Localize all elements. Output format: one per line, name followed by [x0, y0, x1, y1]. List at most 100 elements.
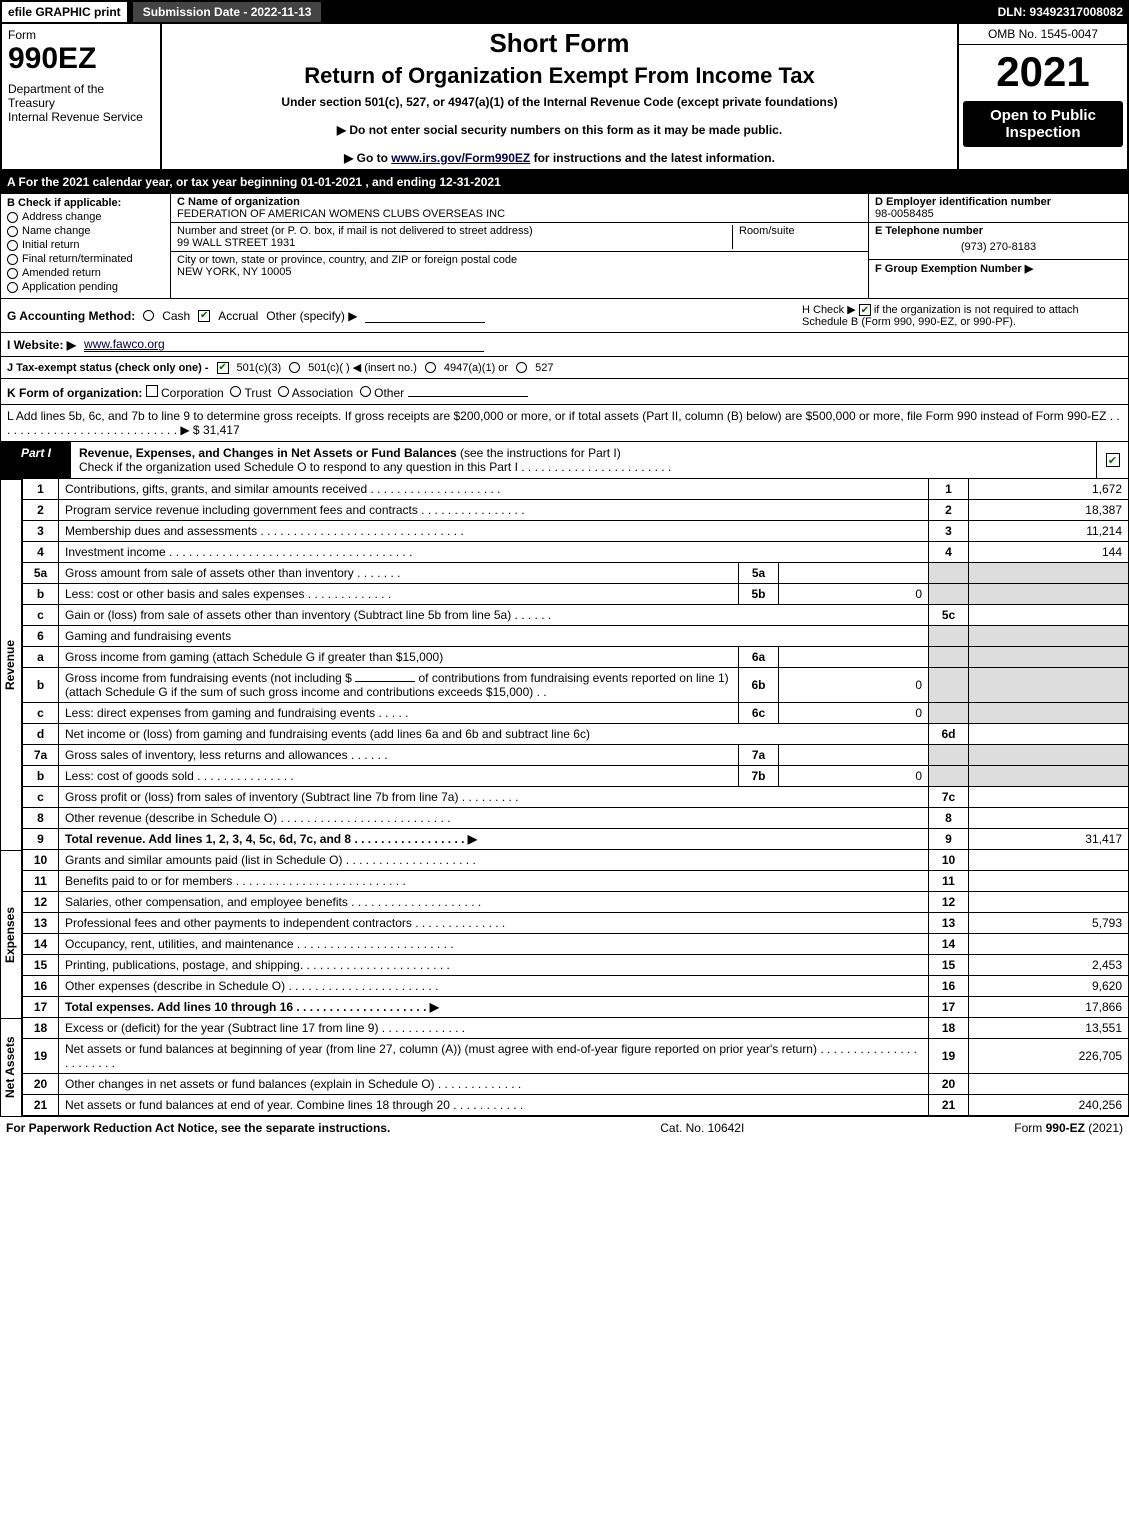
ls: 5a [739, 563, 779, 584]
website-link[interactable]: www.fawco.org [84, 337, 484, 352]
ln: 16 [23, 976, 59, 997]
k-other-input[interactable] [408, 383, 528, 397]
chk-h[interactable] [859, 304, 871, 316]
ld: Gross amount from sale of assets other t… [59, 563, 739, 584]
chk-501c3[interactable] [217, 362, 229, 374]
la [969, 934, 1129, 955]
radio-icon [7, 268, 18, 279]
ln: 19 [23, 1039, 59, 1074]
omb-number: OMB No. 1545-0047 [959, 24, 1127, 45]
line-19: 19Net assets or fund balances at beginni… [23, 1039, 1129, 1074]
ld: Net assets or fund balances at end of ye… [59, 1095, 929, 1116]
chk-accrual[interactable] [198, 310, 210, 322]
la [969, 808, 1129, 829]
chk-initial-return[interactable]: Initial return [7, 239, 164, 251]
lsv [779, 563, 929, 584]
chk-final-return[interactable]: Final return/terminated [7, 253, 164, 265]
ld: Less: cost of goods sold . . . . . . . .… [59, 766, 739, 787]
lr: 16 [929, 976, 969, 997]
line-9: 9Total revenue. Add lines 1, 2, 3, 4, 5c… [23, 829, 1129, 850]
ln: c [23, 703, 59, 724]
la: 17,866 [969, 997, 1129, 1018]
ln: 5a [23, 563, 59, 584]
chk-part1-scho[interactable]: ✔ [1106, 453, 1120, 467]
la [969, 724, 1129, 745]
ld: Total revenue. Add lines 1, 2, 3, 4, 5c,… [59, 829, 929, 850]
la: 226,705 [969, 1039, 1129, 1074]
ld: Contributions, gifts, grants, and simila… [59, 479, 929, 500]
ld: Gross income from fundraising events (no… [59, 668, 739, 703]
dln-label: DLN: 93492317008082 [998, 5, 1129, 19]
ln: 7a [23, 745, 59, 766]
ld: Occupancy, rent, utilities, and maintena… [59, 934, 929, 955]
chk-corp[interactable] [146, 385, 158, 397]
ln: b [23, 766, 59, 787]
city-label: City or town, state or province, country… [177, 254, 517, 266]
lr [929, 584, 969, 605]
chk-address-change[interactable]: Address change [7, 211, 164, 223]
line-6d: dNet income or (loss) from gaming and fu… [23, 724, 1129, 745]
line-6c: cLess: direct expenses from gaming and f… [23, 703, 1129, 724]
radio-cash[interactable] [143, 310, 154, 321]
line-k: K Form of organization: Corporation Trus… [0, 379, 1129, 405]
line-j: J Tax-exempt status (check only one) - 5… [0, 357, 1129, 379]
form-header: Form 990EZ Department of the Treasury In… [0, 24, 1129, 171]
k-o1: Corporation [161, 386, 224, 400]
revenue-section: Revenue 1Contributions, gifts, grants, a… [0, 479, 1129, 850]
form-number: 990EZ [8, 42, 154, 76]
chk-application-pending[interactable]: Application pending [7, 281, 164, 293]
radio-icon [7, 212, 18, 223]
ls: 6c [739, 703, 779, 724]
line-7b: bLess: cost of goods sold . . . . . . . … [23, 766, 1129, 787]
contrib-input[interactable] [355, 681, 415, 682]
page-footer: For Paperwork Reduction Act Notice, see … [0, 1116, 1129, 1139]
ld: Investment income . . . . . . . . . . . … [59, 542, 929, 563]
line-5b: bLess: cost or other basis and sales exp… [23, 584, 1129, 605]
chk-label: Address change [22, 211, 102, 223]
la: 18,387 [969, 500, 1129, 521]
expenses-vlabel: Expenses [0, 850, 22, 1018]
radio-527[interactable] [516, 362, 527, 373]
ln: 13 [23, 913, 59, 934]
k-label: K Form of organization: [7, 386, 142, 400]
lr: 19 [929, 1039, 969, 1074]
part1-title-suffix: (see the instructions for Part I) [457, 446, 621, 460]
footer-right-suffix: (2021) [1085, 1121, 1123, 1135]
radio-assoc[interactable] [278, 386, 289, 397]
g-other-input[interactable] [365, 309, 485, 323]
la: 13,551 [969, 1018, 1129, 1039]
irs-link[interactable]: www.irs.gov/Form990EZ [391, 151, 530, 165]
lr [929, 745, 969, 766]
ls: 6a [739, 647, 779, 668]
lsv: 0 [779, 703, 929, 724]
la [969, 1074, 1129, 1095]
lr: 20 [929, 1074, 969, 1095]
line-10: 10Grants and similar amounts paid (list … [23, 850, 1129, 871]
chk-label: Amended return [22, 267, 101, 279]
radio-501c[interactable] [289, 362, 300, 373]
tax-year: 2021 [959, 45, 1127, 99]
line-21: 21Net assets or fund balances at end of … [23, 1095, 1129, 1116]
line-5a: 5aGross amount from sale of assets other… [23, 563, 1129, 584]
radio-other[interactable] [360, 386, 371, 397]
radio-trust[interactable] [230, 386, 241, 397]
lr [929, 563, 969, 584]
c-name-row: C Name of organization FEDERATION OF AME… [171, 194, 868, 223]
ln: 6 [23, 626, 59, 647]
chk-amended-return[interactable]: Amended return [7, 267, 164, 279]
c-city-row: City or town, state or province, country… [171, 252, 868, 280]
line-14: 14Occupancy, rent, utilities, and mainte… [23, 934, 1129, 955]
lr: 13 [929, 913, 969, 934]
line-l: L Add lines 5b, 6c, and 7b to line 9 to … [0, 405, 1129, 442]
la [969, 668, 1129, 703]
radio-4947[interactable] [425, 362, 436, 373]
k-o3: Association [292, 386, 353, 400]
ln: 8 [23, 808, 59, 829]
ld: Other revenue (describe in Schedule O) .… [59, 808, 929, 829]
footer-right-prefix: Form [1014, 1121, 1045, 1135]
ln: 12 [23, 892, 59, 913]
chk-name-change[interactable]: Name change [7, 225, 164, 237]
efile-print-label[interactable]: efile GRAPHIC print [0, 0, 129, 24]
org-address: 99 WALL STREET 1931 [177, 237, 295, 249]
c-addr-row: Number and street (or P. O. box, if mail… [171, 223, 868, 252]
